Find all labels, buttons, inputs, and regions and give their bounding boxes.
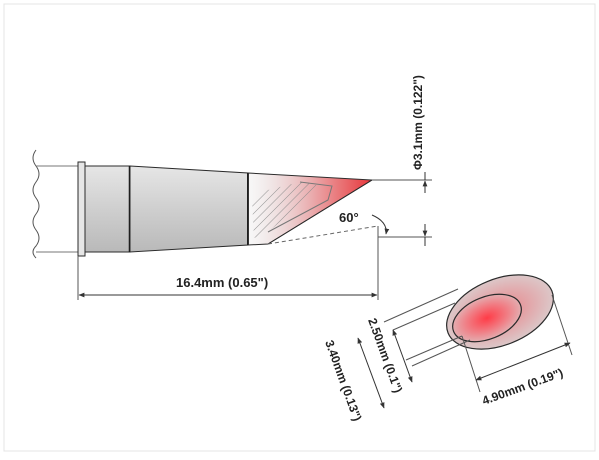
face-inner-minor-label: 2.50mm (0.1") — [365, 316, 405, 394]
face-ext-major-left — [461, 335, 481, 393]
face-ext-inner-bottom — [411, 339, 471, 367]
break-line — [32, 149, 40, 259]
face-outer-minor-dimension-line — [357, 337, 385, 409]
diameter-label: Φ3.1mm (0.122") — [411, 75, 425, 170]
face-ext-outer-bottom — [405, 335, 463, 361]
tip-body — [84, 165, 131, 253]
page-border — [3, 3, 596, 452]
bevel-inner-edge — [267, 181, 333, 233]
face-ext-inner-top — [392, 302, 456, 331]
face-outer-minor-label: 3.40mm (0.13") — [322, 338, 364, 423]
taper-section — [129, 165, 249, 253]
length-label: 16.4mm (0.65") — [176, 275, 268, 290]
diameter-dimension: Φ3.1mm (0.122") — [372, 75, 432, 246]
angle-dimension: 60° — [339, 210, 390, 235]
face-major-label: 4.90mm (0.19") — [480, 366, 565, 408]
bevel-extension-line — [267, 225, 379, 245]
face-inner-ellipse — [452, 293, 522, 343]
tip-face-view: 3.40mm (0.13") 2.50mm (0.1") 4.90mm (0.1… — [322, 274, 573, 423]
collar-ring — [77, 161, 86, 257]
angle-arc — [371, 214, 390, 235]
tip-side-view — [32, 149, 379, 259]
length-dimension: 16.4mm (0.65") — [77, 226, 379, 300]
bevel-hatching — [252, 182, 322, 238]
face-ext-outer-top — [383, 288, 459, 323]
face-inner-minor-dimension-line — [392, 329, 413, 383]
face-major-dimension-line — [475, 342, 571, 381]
bevel-edge-line — [267, 179, 373, 245]
angle-label: 60° — [339, 210, 359, 225]
